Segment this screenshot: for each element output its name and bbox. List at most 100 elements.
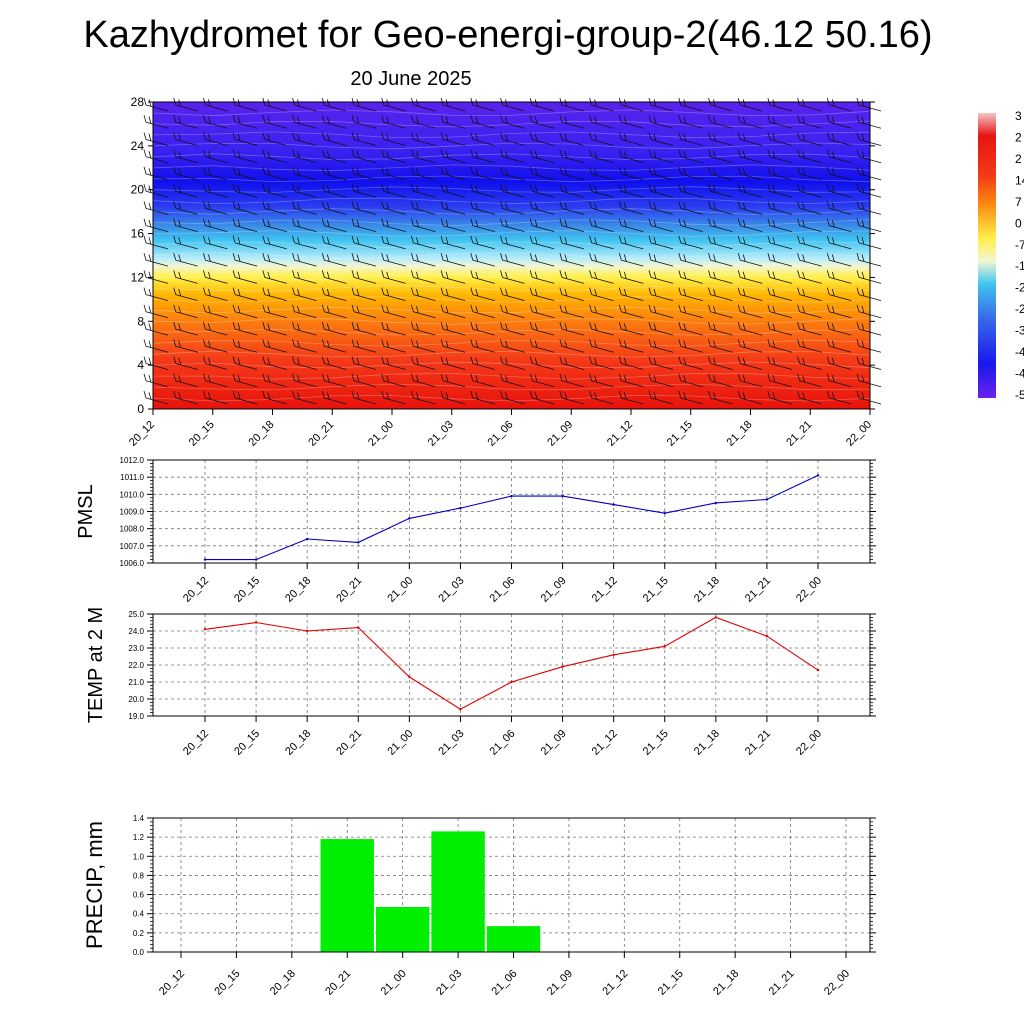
data-point-21-06 [510,494,513,498]
y-tick-label-1-0: 1.0 [133,852,145,861]
wind-barb [173,252,198,267]
wind-barb [737,149,763,164]
wind-barb [529,373,555,388]
wind-barb [678,287,703,301]
wind-barb [826,115,852,129]
wind-barb [559,321,585,336]
contour-line [152,318,871,325]
wind-barb [529,321,555,336]
wind-barb [232,115,258,129]
wind-barb [351,373,377,388]
contour-line [152,142,871,150]
wind-barb [826,287,852,301]
wind-barb [203,115,228,129]
wind-barb [292,356,317,370]
wind-barb [589,252,614,267]
wind-barb [589,373,614,388]
y-tick-label-0: 0 [137,402,144,416]
wind-barb [381,149,406,164]
wind-barb [589,321,614,336]
wind-barb [440,270,466,284]
contour-line [152,252,871,259]
wind-barb [351,218,377,232]
bar-20-21 [320,839,374,952]
wind-barb [143,184,169,198]
wind-barb [203,270,228,284]
wind-barb [618,270,644,284]
wind-barb [262,184,287,198]
wind-barb [143,287,169,301]
wind-barb [678,270,703,284]
wind-barb [678,390,703,405]
wind-barb [292,149,317,164]
wind-barb [411,304,436,319]
wind-barb [262,390,287,405]
wind-barb [232,132,258,146]
wind-barb [500,270,525,284]
x-tick-label-20-21: 20_21 [323,968,353,998]
wind-barb [500,321,525,336]
wind-barb [589,304,614,319]
wind-barb [262,356,287,370]
wind-barb [321,184,347,198]
wind-barb [292,270,317,284]
wind-barb [232,166,258,181]
wind-barb [321,252,347,267]
wind-barb [470,166,495,181]
wind-barb [440,218,466,232]
wind-barb [708,218,733,232]
wind-barb [767,235,793,250]
wind-barb [708,115,733,129]
x-tick-label-21-03: 21_03 [436,728,466,758]
wind-barb [232,252,258,267]
wind-barb [648,373,674,388]
wind-barb [708,339,733,353]
wind-barb [203,184,228,198]
y-tick-label-4: 4 [137,358,144,372]
wind-barb [173,201,198,215]
wind-barb [143,166,169,181]
wind-barb [262,235,287,250]
wind-barb [440,115,466,129]
y-axis-title-temp-at-2-m: TEMP at 2 M [85,607,107,723]
wind-barb [351,339,377,353]
wind-barb [470,218,495,232]
wind-barb [767,356,793,370]
wind-barb [411,184,436,198]
wind-barb [767,132,793,146]
wind-barb [618,235,644,250]
y-tick-label-1010-0: 1010.0 [120,490,145,499]
wind-barb [500,390,525,405]
wind-barb [440,201,466,215]
date-subtitle: 20 June 2025 [350,68,472,90]
wind-barb [321,235,347,250]
wind-barb [321,373,347,388]
data-point-21-00 [408,517,411,520]
wind-barb [589,149,614,164]
wind-barb [440,149,466,164]
x-tick-label-20-21: 20_21 [306,419,336,449]
wind-barb [381,339,406,353]
wind-barb [440,304,466,319]
wind-barb [262,304,287,319]
wind-barb [321,201,347,215]
wind-barb [262,287,287,301]
wind-barb [381,132,406,146]
colorbar-label-8: -2 [1015,281,1024,295]
y-tick-label-24-0: 24.0 [128,627,144,636]
wind-barb [529,149,555,164]
colorbar-label-0: 3 [1015,109,1022,123]
wind-barb [143,97,169,112]
wind-barb [529,339,555,353]
wind-barb [440,287,466,301]
wind-barb [797,287,822,301]
x-tick-label-21-21: 21_21 [767,968,797,998]
wind-barb [678,321,703,336]
wind-barb [767,166,793,181]
wind-barb [529,304,555,319]
wind-barb [648,390,674,405]
wind-barb [440,321,466,336]
wind-barb [232,321,258,336]
wind-barb [351,321,377,336]
wind-barb [292,339,317,353]
